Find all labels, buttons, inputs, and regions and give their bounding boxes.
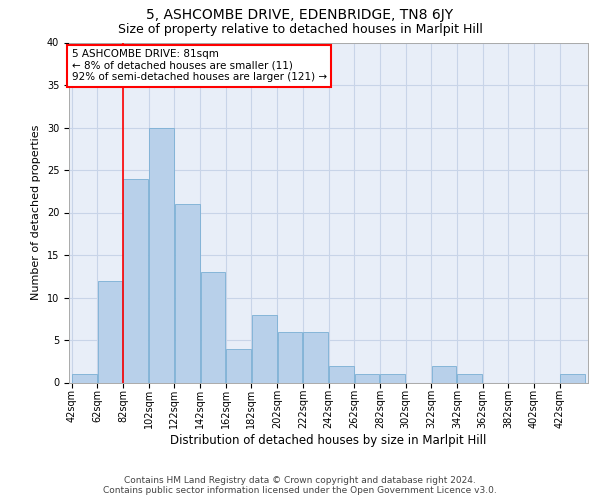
Text: 5 ASHCOMBE DRIVE: 81sqm
← 8% of detached houses are smaller (11)
92% of semi-det: 5 ASHCOMBE DRIVE: 81sqm ← 8% of detached… [71, 50, 327, 82]
Y-axis label: Number of detached properties: Number of detached properties [31, 125, 41, 300]
Bar [124, 178, 148, 382]
Bar [432, 366, 457, 382]
X-axis label: Distribution of detached houses by size in Marlpit Hill: Distribution of detached houses by size … [170, 434, 487, 447]
Bar [149, 128, 174, 382]
Bar [355, 374, 379, 382]
Bar [304, 332, 328, 382]
Bar [175, 204, 200, 382]
Bar [380, 374, 405, 382]
Bar [72, 374, 97, 382]
Text: 5, ASHCOMBE DRIVE, EDENBRIDGE, TN8 6JY: 5, ASHCOMBE DRIVE, EDENBRIDGE, TN8 6JY [146, 8, 454, 22]
Bar [278, 332, 302, 382]
Bar [560, 374, 585, 382]
Text: Size of property relative to detached houses in Marlpit Hill: Size of property relative to detached ho… [118, 22, 482, 36]
Text: Contains HM Land Registry data © Crown copyright and database right 2024.
Contai: Contains HM Land Registry data © Crown c… [103, 476, 497, 495]
Bar [98, 280, 122, 382]
Bar [329, 366, 353, 382]
Bar [457, 374, 482, 382]
Bar [252, 314, 277, 382]
Bar [226, 348, 251, 382]
Bar [200, 272, 225, 382]
